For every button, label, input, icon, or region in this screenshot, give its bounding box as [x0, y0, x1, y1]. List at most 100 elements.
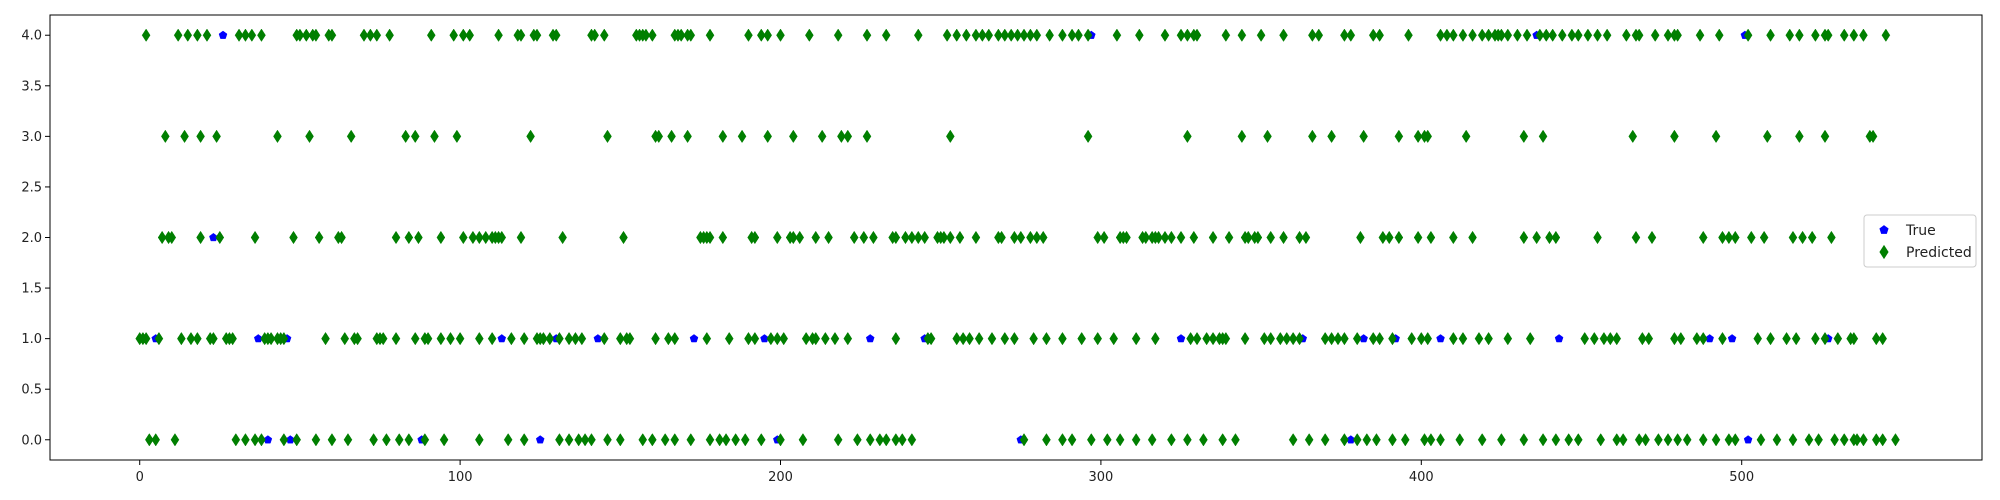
predicted-point: [994, 28, 1003, 42]
predicted-point: [1131, 331, 1141, 346]
predicted-point: [974, 331, 984, 346]
predicted-point: [1497, 433, 1506, 447]
predicted-point: [1384, 230, 1394, 245]
predicted-point: [426, 28, 436, 42]
predicted-point: [1503, 331, 1513, 346]
predicted-point: [789, 129, 798, 144]
predicted-point: [1000, 28, 1010, 42]
predicted-point: [1183, 28, 1192, 42]
predicted-point: [1388, 331, 1397, 346]
predicted-point: [881, 433, 891, 447]
predicted-point: [875, 433, 885, 447]
predicted-point: [824, 230, 833, 245]
predicted-point: [1308, 129, 1317, 144]
predicted-point: [830, 331, 840, 346]
predicted-point: [1670, 331, 1679, 346]
legend-true-marker: [1879, 225, 1889, 234]
predicted-point: [1756, 433, 1766, 447]
predicted-point: [1785, 28, 1795, 42]
predicted-point: [1375, 28, 1384, 42]
predicted-point: [1160, 230, 1170, 245]
predicted-point: [539, 331, 548, 346]
predicted-point: [1436, 433, 1445, 447]
predicted-point: [776, 433, 785, 447]
predicted-point: [193, 28, 202, 42]
legend-label-true: True: [1905, 223, 1936, 239]
predicted-point: [430, 129, 439, 144]
x-tick-label: 400: [1409, 470, 1434, 485]
predicted-point: [756, 433, 766, 447]
predicted-point: [1295, 230, 1304, 245]
predicted-point: [1718, 331, 1727, 346]
predicted-point: [1058, 331, 1067, 346]
predicted-point: [1288, 331, 1298, 346]
predicted-point: [1067, 28, 1077, 42]
predicted-point: [971, 230, 981, 245]
predicted-point: [1628, 129, 1638, 144]
predicted-point: [1362, 433, 1372, 447]
predicted-point: [1839, 28, 1849, 42]
predicted-point: [913, 28, 923, 42]
true-point: [1727, 334, 1737, 343]
series-predicted-points: [135, 28, 1900, 447]
true-point: [1554, 334, 1564, 343]
predicted-point: [667, 129, 676, 144]
predicted-point: [1449, 331, 1458, 346]
predicted-point: [1000, 331, 1010, 346]
predicted-point: [1167, 230, 1176, 245]
predicted-point: [1718, 230, 1727, 245]
predicted-point: [372, 28, 382, 42]
predicted-point: [292, 433, 302, 447]
predicted-point: [849, 230, 859, 245]
predicted-point: [962, 28, 971, 42]
predicted-point: [1243, 230, 1253, 245]
predicted-point: [955, 230, 965, 245]
predicted-point: [551, 28, 561, 42]
predicted-point: [1849, 28, 1859, 42]
predicted-point: [1404, 28, 1413, 42]
predicted-point: [1282, 331, 1292, 346]
predicted-point: [196, 230, 205, 245]
predicted-point: [731, 433, 740, 447]
predicted-point: [1253, 230, 1263, 245]
predicted-point: [1407, 331, 1416, 346]
predicted-point: [1871, 433, 1881, 447]
predicted-point: [686, 433, 696, 447]
predicted-point: [1400, 433, 1410, 447]
y-tick-label: 4.0: [21, 29, 42, 44]
predicted-point: [577, 331, 587, 346]
predicted-point: [497, 230, 507, 245]
predicted-point: [1881, 28, 1891, 42]
predicted-point: [837, 129, 846, 144]
predicted-point: [1340, 28, 1349, 42]
predicted-point: [1029, 331, 1038, 346]
predicted-point: [1590, 331, 1599, 346]
predicted-point: [1141, 230, 1151, 245]
predicted-point: [1638, 331, 1647, 346]
y-tick-label: 3.5: [21, 79, 42, 94]
predicted-point: [257, 28, 266, 42]
predicted-point: [1010, 230, 1019, 245]
predicted-point: [1279, 28, 1288, 42]
predicted-point: [1593, 230, 1602, 245]
predicted-point: [455, 331, 465, 346]
true-point: [218, 30, 228, 39]
predicted-point: [1327, 331, 1336, 346]
predicted-point: [763, 129, 772, 144]
predicted-point: [157, 230, 167, 245]
predicted-point: [1420, 433, 1429, 447]
predicted-point: [1811, 331, 1820, 346]
predicted-point: [670, 331, 680, 346]
predicted-point: [1484, 28, 1493, 42]
predicted-point: [984, 28, 994, 42]
predicted-point: [1673, 28, 1682, 42]
predicted-point: [1320, 331, 1330, 346]
predicted-point: [410, 129, 420, 144]
predicted-point: [1368, 331, 1378, 346]
predicted-point: [1497, 28, 1506, 42]
predicted-point: [1730, 230, 1740, 245]
predicted-point: [1538, 433, 1548, 447]
predicted-point: [177, 331, 186, 346]
predicted-point: [1753, 331, 1763, 346]
predicted-point: [1551, 433, 1561, 447]
